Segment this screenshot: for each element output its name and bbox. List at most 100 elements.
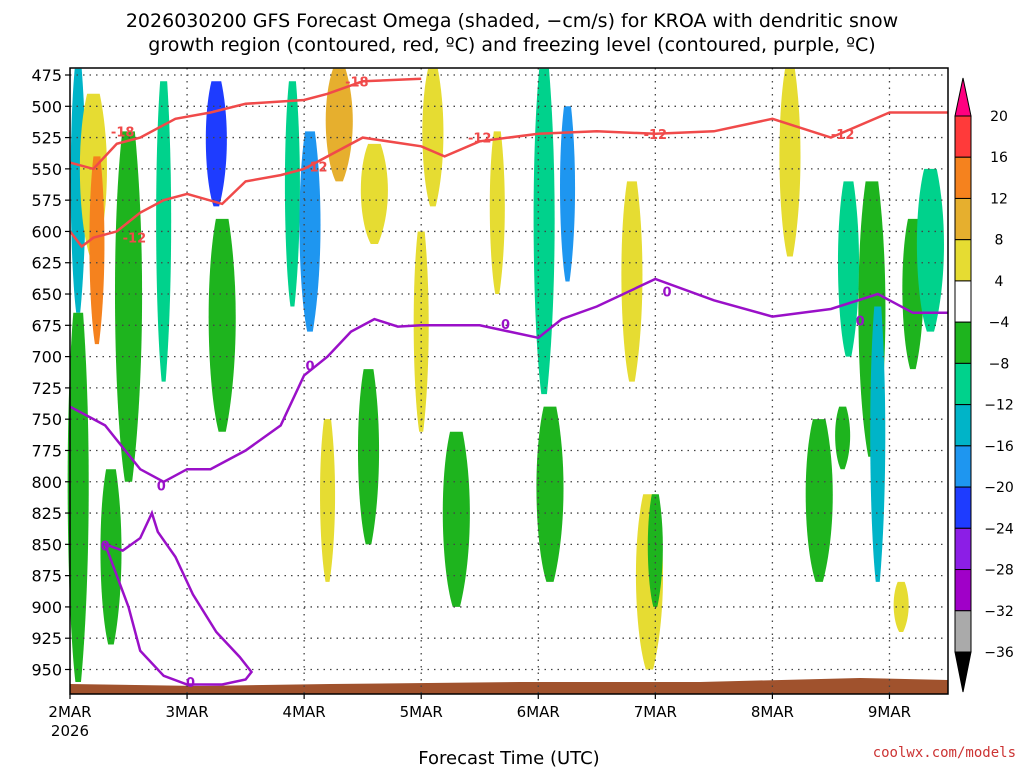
chart-title-line-1: 2026030200 GFS Forecast Omega (shaded, −… <box>126 10 898 32</box>
plot-area <box>70 68 948 694</box>
terrain-strip <box>70 678 948 694</box>
omega-band <box>89 156 105 345</box>
omega-band <box>489 131 505 295</box>
omega-band <box>536 406 564 582</box>
omega-band <box>647 494 663 607</box>
omega-band <box>422 68 444 207</box>
colorbar-segment <box>954 486 972 529</box>
colorbar-segment <box>954 115 972 158</box>
omega-band <box>533 68 555 395</box>
terrain-fill <box>70 678 948 694</box>
dgz-contour-label: -12 <box>468 132 492 147</box>
colorbar: 20 16 12 8 4 −4 −8 −12 −16 −20 −24 −28 −32 −36 <box>954 77 1014 693</box>
omega-band <box>893 581 909 632</box>
y-tick-label: 550 <box>31 160 62 179</box>
y-tick-label: 750 <box>31 410 62 429</box>
omega-band <box>560 106 576 282</box>
omega-band <box>442 431 470 607</box>
omega-band <box>67 312 89 682</box>
x-year-label: 2026 <box>51 722 89 740</box>
colorbar-label: 8 <box>995 233 1004 249</box>
colorbar-label: −28 <box>984 563 1014 579</box>
dgz-contour-label: -18 <box>345 75 369 90</box>
y-tick-label: 825 <box>31 504 62 523</box>
y-tick-label: 500 <box>31 97 62 116</box>
omega-band <box>156 81 172 382</box>
colorbar-label: −8 <box>989 356 1010 372</box>
y-tick-label: 850 <box>31 535 62 554</box>
x-axis-label: Forecast Time (UTC) <box>418 748 599 768</box>
omega-band <box>320 419 336 582</box>
x-tick-label: 5MAR <box>400 703 443 721</box>
omega-band <box>208 218 236 432</box>
plot-frame <box>69 67 949 695</box>
freezing-contour-label: 0 <box>856 314 865 329</box>
colorbar-label: 12 <box>990 191 1008 207</box>
credit-text: coolwx.com/models <box>873 745 1016 761</box>
freezing-contour-label: 0 <box>305 359 314 374</box>
contours: -18 -18 -12 -12 -12 -12 -12 0 0 0 0 0 0 0 <box>69 75 948 691</box>
colorbar-label: −20 <box>984 480 1014 496</box>
colorbar-segment <box>954 239 972 282</box>
y-tick-label: 900 <box>31 598 62 617</box>
omega-band <box>837 181 860 357</box>
omega-band <box>621 181 643 382</box>
colorbar-segment <box>954 610 972 653</box>
chart-title-line-2: growth region (contoured, red, ºC) and f… <box>148 34 875 56</box>
y-tick-label: 675 <box>31 316 62 335</box>
y-tick-label: 875 <box>31 567 62 586</box>
x-tick-label: 4MAR <box>283 703 326 721</box>
colorbar-label: −24 <box>984 521 1014 537</box>
x-tick-label: 3MAR <box>165 703 208 721</box>
freezing-level-low-contour <box>102 509 254 686</box>
x-tick-label: 9MAR <box>868 703 911 721</box>
y-tick-label: 725 <box>31 379 62 398</box>
freezing-contour-label: 0 <box>663 286 672 301</box>
omega-band <box>870 306 886 582</box>
y-tick-label: 600 <box>31 222 62 241</box>
colorbar-label: −12 <box>984 398 1014 414</box>
omega-band <box>779 68 801 257</box>
colorbar-top-tip <box>954 77 972 117</box>
omega-band <box>360 143 388 244</box>
plot-background <box>70 68 948 694</box>
omega-band <box>835 406 851 470</box>
y-tick-label: 775 <box>31 441 62 460</box>
colorbar-label: −4 <box>989 315 1010 331</box>
omega-band <box>284 81 300 307</box>
y-tick-label: 650 <box>31 285 62 304</box>
axes: 475 500 525 550 575 600 625 650 675 700 725 750 775 8… <box>31 66 949 740</box>
colorbar-segment <box>954 321 972 364</box>
colorbar-segment <box>954 445 972 488</box>
gridlines <box>70 68 948 694</box>
colorbar-label: −16 <box>984 439 1014 455</box>
omega-band <box>114 131 143 482</box>
colorbar-label: 16 <box>990 150 1008 166</box>
y-tick-label: 925 <box>31 629 62 648</box>
freezing-contour-label: 0 <box>501 318 510 333</box>
colorbar-label: 4 <box>995 274 1004 290</box>
dgz-contour-label: -12 <box>644 128 668 143</box>
y-tick-label: 700 <box>31 348 62 367</box>
y-tick-label: 475 <box>31 66 62 85</box>
dgz-minus18-contour <box>69 77 422 171</box>
omega-shading <box>67 68 944 682</box>
colorbar-segment <box>954 156 972 199</box>
omega-band <box>357 369 380 545</box>
colorbar-label: −32 <box>984 604 1014 620</box>
dgz-minus12-contour <box>69 111 948 249</box>
dgz-contour-label: -18 <box>111 125 135 140</box>
x-tick-label: 2MAR <box>48 703 91 721</box>
omega-band <box>916 168 944 332</box>
colorbar-label: −36 <box>984 645 1014 661</box>
y-tick-label: 800 <box>31 473 62 492</box>
colorbar-segment <box>954 527 972 571</box>
colorbar-label: 20 <box>990 109 1008 125</box>
dgz-contour-label: -12 <box>123 232 147 247</box>
colorbar-segment <box>954 197 972 241</box>
x-tick-label: 7MAR <box>634 703 677 721</box>
x-tick-label: 8MAR <box>751 703 794 721</box>
colorbar-segment <box>954 280 972 323</box>
freezing-level-contour <box>69 277 948 484</box>
dgz-contour-label: -12 <box>304 160 328 175</box>
